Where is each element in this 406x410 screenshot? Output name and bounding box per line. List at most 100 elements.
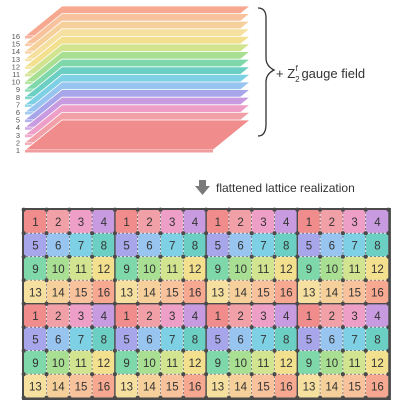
- lattice-cell: [252, 233, 275, 257]
- lattice-cell: [69, 233, 92, 257]
- lattice-cell: [92, 304, 115, 327]
- cell-label: 15: [257, 381, 270, 393]
- lattice-cell: [92, 351, 115, 374]
- cell-label: 3: [260, 311, 266, 323]
- lattice-cell: [320, 257, 343, 280]
- cell-label: 15: [348, 381, 361, 393]
- lattice-cell: [92, 280, 115, 304]
- lattice-dot: [318, 372, 323, 377]
- cell-label: 15: [75, 287, 88, 299]
- cell-label: 10: [234, 358, 247, 370]
- lattice-cell: [24, 210, 47, 233]
- lattice-dot: [112, 325, 117, 330]
- lattice-dot: [204, 372, 209, 377]
- cell-label: 9: [32, 264, 38, 276]
- cell-label: 6: [329, 240, 335, 252]
- cell-label: 12: [371, 264, 384, 276]
- lattice-dot: [226, 325, 231, 330]
- cell-label: 7: [169, 334, 175, 346]
- lattice-dot: [249, 278, 254, 283]
- lattice-cell: [183, 351, 206, 374]
- lattice-cell: [24, 327, 47, 351]
- lattice-cell: [46, 210, 69, 233]
- lattice-cell: [274, 257, 297, 280]
- lattice-cell: [343, 210, 366, 233]
- lattice-cell: [69, 210, 92, 233]
- lattice-cell: [69, 374, 92, 398]
- lattice-cell: [366, 351, 389, 374]
- lattice-cell: [229, 233, 252, 257]
- lattice-cell: [160, 233, 183, 257]
- lattice-dot: [226, 301, 231, 306]
- lattice-dot: [295, 301, 300, 306]
- lattice-cell: [274, 374, 297, 398]
- lattice-dot: [295, 254, 300, 259]
- lattice-dot: [67, 254, 72, 259]
- lattice-dot: [204, 325, 209, 330]
- cell-label: 4: [374, 311, 381, 323]
- cell-label: 15: [166, 381, 179, 393]
- cell-label: 7: [351, 334, 357, 346]
- lattice-cell: [229, 351, 252, 374]
- layer-1: [23, 119, 252, 151]
- lattice-cell: [138, 304, 161, 327]
- lattice-dot: [135, 231, 140, 236]
- lattice-cell: [115, 327, 138, 351]
- lattice-border: [22, 208, 391, 400]
- lattice-cell: [274, 351, 297, 374]
- lattice-dot: [249, 348, 254, 353]
- lattice-cell: [138, 374, 161, 398]
- cell-label: 12: [189, 358, 202, 370]
- cell-label: 2: [146, 311, 152, 323]
- lattice-cell: [46, 374, 69, 398]
- lattice-cell: [297, 257, 320, 280]
- cell-label: 6: [55, 240, 61, 252]
- lattice-cell: [183, 210, 206, 233]
- lattice-cell: [138, 327, 161, 351]
- cell-label: 7: [78, 334, 84, 346]
- lattice-dot: [272, 301, 277, 306]
- lattice-dot: [44, 231, 49, 236]
- lattice-dot: [135, 372, 140, 377]
- lattice-dot: [181, 231, 186, 236]
- lattice-cell: [320, 304, 343, 327]
- lattice-dot: [272, 278, 277, 283]
- layer-label: 1: [16, 146, 20, 155]
- lattice-dot: [158, 325, 163, 330]
- cell-label: 14: [325, 287, 338, 299]
- lattice-dot: [181, 254, 186, 259]
- cell-label: 9: [306, 358, 312, 370]
- lattice-cell: [366, 304, 389, 327]
- lattice-dot: [112, 301, 117, 306]
- cell-label: 5: [215, 240, 221, 252]
- cell-label: 15: [75, 381, 88, 393]
- cell-label: 8: [192, 334, 198, 346]
- cell-label: 4: [101, 311, 108, 323]
- cell-label: 7: [351, 240, 357, 252]
- lattice-cell: [160, 304, 183, 327]
- lattice-cell: [115, 374, 138, 398]
- lattice-cell: [115, 351, 138, 374]
- cell-label: 1: [215, 311, 221, 323]
- lattice-cell: [138, 257, 161, 280]
- lattice-cell: [343, 257, 366, 280]
- lattice-cell: [297, 374, 320, 398]
- cell-label: 5: [123, 240, 129, 252]
- lattice-cell: [366, 327, 389, 351]
- lattice-dot: [295, 278, 300, 283]
- cell-label: 5: [123, 334, 129, 346]
- lattice-cell: [229, 257, 252, 280]
- lattice-cell: [320, 327, 343, 351]
- lattice-dot: [135, 348, 140, 353]
- cell-label: 2: [237, 311, 243, 323]
- cell-label: 12: [280, 264, 293, 276]
- lattice-cell: [46, 280, 69, 304]
- lattice-cell: [69, 327, 92, 351]
- lattice-dot: [363, 254, 368, 259]
- cell-label: 8: [283, 334, 289, 346]
- cell-label: 3: [169, 217, 175, 229]
- lattice-cell: [24, 351, 47, 374]
- cell-label: 16: [189, 381, 202, 393]
- lattice-dot: [295, 231, 300, 236]
